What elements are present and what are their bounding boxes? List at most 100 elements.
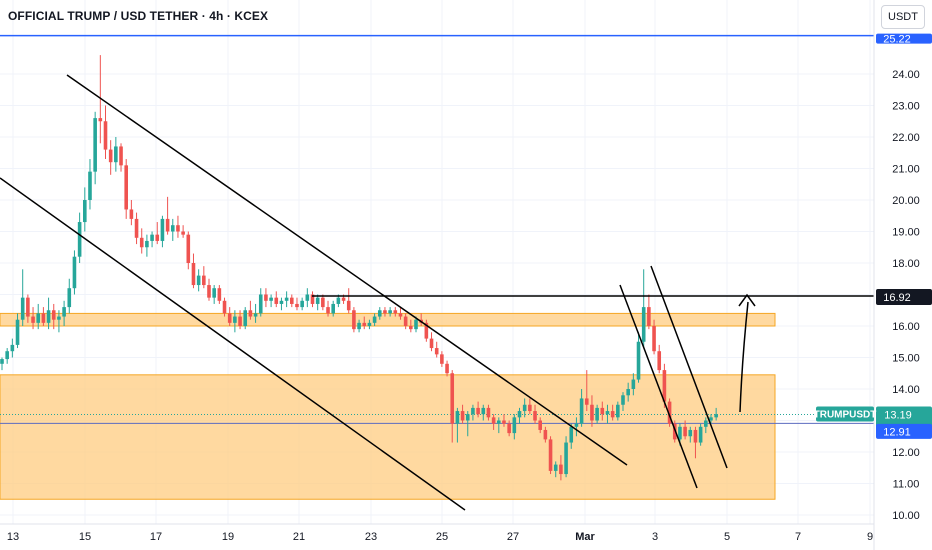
x-tick-label: 19 — [222, 531, 234, 543]
candle-body — [279, 300, 284, 304]
candle-body — [57, 316, 61, 320]
candle-body — [388, 310, 392, 314]
candle-body — [67, 288, 72, 308]
candle — [683, 420, 687, 440]
y-tick-label: 11.00 — [893, 479, 920, 491]
candle-body — [191, 263, 196, 286]
candle — [26, 294, 30, 323]
candle — [398, 307, 403, 320]
candle-body — [83, 200, 87, 223]
candle-body — [672, 423, 677, 440]
candle — [331, 300, 335, 317]
candle — [243, 307, 248, 330]
candle — [181, 225, 185, 238]
candle-body — [331, 303, 335, 314]
candle-body — [243, 310, 248, 326]
candle — [46, 297, 51, 330]
candle-body — [533, 411, 537, 421]
candle-body — [357, 322, 361, 330]
candle-body — [0, 359, 4, 364]
candle-body — [77, 222, 82, 257]
candle — [191, 253, 196, 289]
candle — [528, 398, 532, 415]
candle-body — [574, 423, 579, 427]
price-axis[interactable]: 24.0023.0022.0021.0020.0019.0018.0017.00… — [873, 0, 920, 550]
candle — [119, 143, 123, 172]
candle-body — [471, 407, 475, 415]
candle — [170, 218, 175, 241]
candle — [709, 414, 713, 424]
trendline[interactable] — [619, 284, 698, 489]
candle-body — [455, 411, 460, 424]
y-tick-label: 24.00 — [892, 69, 920, 81]
candle — [502, 414, 506, 427]
candle-body — [41, 313, 46, 323]
candle-body — [321, 297, 325, 308]
trendline[interactable] — [66, 74, 628, 466]
candle-body — [491, 417, 496, 424]
candle-body — [264, 294, 268, 301]
candle — [595, 404, 599, 424]
trendline[interactable] — [650, 265, 728, 469]
candle-body — [440, 354, 444, 364]
candle — [559, 455, 563, 481]
candle — [72, 250, 77, 295]
candle — [196, 269, 201, 292]
candle — [553, 461, 558, 478]
candle-body — [528, 404, 532, 412]
candle — [145, 234, 149, 257]
candle — [605, 404, 610, 424]
candle-body — [212, 288, 216, 298]
x-tick-label: 23 — [365, 531, 377, 543]
x-tick-label: 13 — [7, 531, 19, 543]
projection-arrow[interactable] — [739, 301, 749, 413]
candle — [0, 357, 4, 371]
time-axis[interactable]: 13 15 17 19 21 23 25 27 Mar 3 5 7 9 — [0, 523, 874, 543]
candle — [103, 105, 108, 160]
line-price-label-text: 12.91 — [883, 426, 911, 438]
candle-body — [367, 322, 372, 326]
candle — [83, 187, 87, 232]
candle — [626, 382, 630, 402]
candle-body — [290, 297, 294, 304]
candle — [476, 401, 480, 418]
candle — [434, 341, 439, 358]
candle — [98, 55, 103, 144]
ticker-label — [816, 406, 874, 422]
currency-button[interactable]: USDT — [881, 5, 925, 29]
candle — [471, 404, 475, 421]
candle — [108, 140, 113, 175]
candle — [269, 294, 273, 308]
candle-body — [522, 404, 527, 412]
candle-body — [647, 307, 651, 326]
resistance-price-label — [876, 289, 932, 306]
candle — [134, 212, 139, 245]
candle — [569, 423, 574, 449]
candle — [5, 348, 9, 364]
candle — [636, 332, 641, 383]
trendline[interactable] — [0, 177, 466, 511]
candle — [352, 307, 356, 333]
candle-body — [5, 351, 9, 360]
candle-body — [698, 426, 703, 443]
candle-body — [98, 118, 103, 122]
candle — [517, 407, 522, 424]
candle-body — [377, 310, 382, 317]
candle — [165, 196, 170, 235]
candle-body — [46, 310, 51, 323]
current-price-text: 13.19 — [884, 410, 912, 422]
candle — [124, 159, 128, 219]
candle-body — [398, 313, 403, 317]
candle — [57, 310, 61, 333]
candle-body — [346, 300, 351, 311]
candle-body — [393, 310, 398, 314]
candle-body — [108, 149, 113, 163]
candle — [77, 212, 82, 263]
candle — [667, 398, 672, 427]
candle-body — [72, 256, 77, 289]
candle-body — [621, 395, 625, 405]
candle-body — [315, 297, 320, 304]
candle-body — [269, 297, 273, 301]
candle — [657, 344, 662, 374]
